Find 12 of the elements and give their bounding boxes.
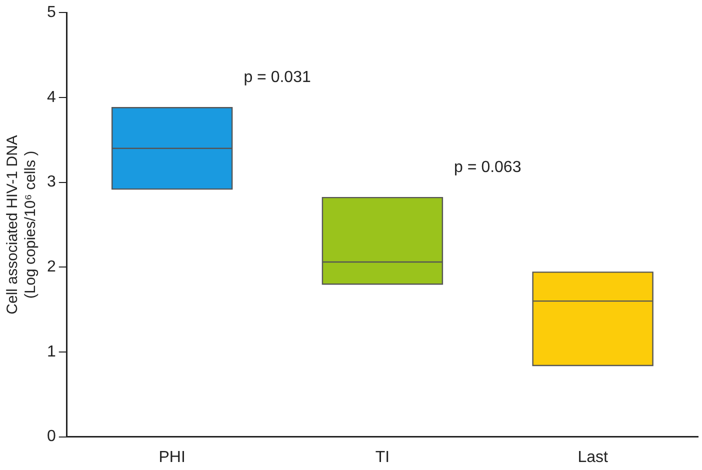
annotation: p = 0.031	[244, 69, 311, 86]
y-tick-label: 1	[46, 343, 56, 360]
y-tick-label: 2	[46, 258, 56, 276]
y-tick-label: 0	[46, 428, 56, 446]
y-axis-title: Cell associated HIV-1 DNA (Log copies/10⁶ cells )	[4, 135, 40, 314]
annotation: p = 0.063	[454, 158, 522, 176]
x-tick-label: TI	[375, 448, 390, 466]
y-tick-label: 4	[46, 88, 56, 106]
y-tick-label: 3	[46, 174, 56, 191]
x-tick-label: Last	[578, 448, 608, 466]
y-tick-label: 5	[46, 4, 56, 22]
x-tick-label: PHI	[158, 448, 186, 466]
